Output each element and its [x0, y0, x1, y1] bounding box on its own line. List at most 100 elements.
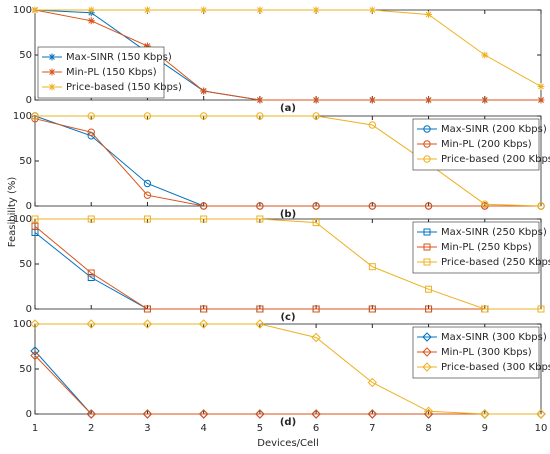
y-tick-label: 0	[26, 201, 32, 212]
marker	[143, 305, 151, 313]
panel-label: (a)	[280, 103, 296, 114]
marker	[198, 319, 209, 329]
marker	[312, 305, 320, 313]
x-tick-label: 1	[32, 423, 38, 434]
marker	[368, 305, 376, 313]
marker	[143, 42, 151, 50]
series-line	[34, 355, 541, 415]
y-tick-label: 100	[13, 111, 32, 122]
marker	[256, 305, 264, 313]
legend-marker	[423, 228, 431, 236]
marker	[31, 6, 39, 14]
marker	[312, 6, 320, 14]
x-tick-label: 4	[200, 423, 206, 434]
legend-label: Min-PL (150 Kbps)	[66, 67, 157, 78]
marker	[368, 202, 377, 210]
marker	[31, 215, 39, 223]
marker	[87, 6, 95, 14]
legend-label: Price-based (300 Kbps)	[441, 362, 550, 373]
marker	[200, 305, 208, 313]
marker	[142, 319, 153, 329]
legend-label: Min-PL (200 Kbps)	[441, 139, 532, 150]
marker	[367, 377, 378, 388]
series-line	[35, 115, 542, 207]
legend-marker	[422, 362, 432, 372]
x-tick-label: 9	[482, 423, 488, 434]
marker	[256, 96, 264, 104]
marker	[87, 274, 95, 281]
marker	[312, 112, 320, 120]
legend-label: Price-based (250 Kbps)	[441, 257, 550, 268]
marker	[368, 263, 376, 271]
x-tick-label: 2	[88, 423, 94, 434]
y-axis-label: Feasibility (%)	[7, 177, 18, 248]
panel-label: (b)	[280, 209, 296, 220]
marker	[425, 96, 433, 104]
y-tick-label: 50	[19, 156, 32, 167]
legend-marker	[422, 347, 432, 357]
panel-label: (d)	[280, 417, 296, 428]
marker	[31, 222, 39, 230]
marker	[30, 350, 40, 361]
marker	[256, 112, 264, 120]
marker	[255, 319, 265, 329]
marker	[200, 215, 208, 223]
marker	[199, 202, 208, 210]
x-tick-label: 5	[257, 423, 263, 434]
marker	[199, 112, 208, 120]
x-axis-label: Devices/Cell	[257, 438, 318, 449]
series-line	[35, 9, 542, 87]
legend-label: Price-based (150 Kbps)	[66, 82, 182, 93]
marker	[537, 305, 545, 313]
series-line	[34, 9, 541, 101]
marker	[425, 285, 433, 293]
marker	[368, 6, 376, 14]
marker	[481, 200, 489, 208]
legend-marker	[423, 243, 431, 251]
marker	[198, 409, 209, 419]
marker	[481, 305, 489, 313]
legend-label: Max-SINR (200 Kbps)	[441, 124, 547, 135]
marker	[425, 11, 433, 18]
legend-label: Max-SINR (150 Kbps)	[66, 52, 172, 63]
x-tick-label: 10	[535, 423, 548, 434]
marker	[536, 409, 546, 419]
y-tick-label: 100	[13, 319, 32, 330]
legend-marker	[48, 68, 56, 76]
marker	[87, 269, 95, 277]
marker	[87, 112, 95, 120]
y-tick-label: 0	[26, 409, 32, 420]
marker	[256, 215, 264, 223]
marker	[143, 215, 151, 223]
legend-marker	[48, 83, 56, 91]
marker	[312, 219, 320, 227]
marker	[256, 6, 264, 14]
marker	[143, 191, 152, 199]
legend-marker	[423, 125, 431, 133]
legend-marker	[48, 53, 56, 61]
x-tick-label: 3	[144, 423, 150, 434]
marker	[537, 202, 545, 210]
x-tick-label: 8	[425, 423, 431, 434]
marker	[143, 179, 152, 188]
marker	[87, 17, 95, 25]
legend-label: Min-PL (250 Kbps)	[441, 242, 532, 253]
marker	[87, 215, 95, 223]
marker	[480, 409, 490, 419]
y-tick-label: 100	[13, 214, 32, 225]
marker	[537, 96, 545, 104]
legend-marker	[423, 140, 431, 148]
y-tick-label: 100	[13, 5, 32, 16]
marker	[30, 319, 40, 329]
legend-marker	[423, 258, 431, 266]
marker	[86, 409, 96, 419]
x-tick-label: 7	[369, 423, 375, 434]
marker	[367, 409, 378, 419]
series-line	[35, 323, 541, 415]
marker	[312, 96, 320, 104]
y-tick-label: 0	[26, 95, 32, 106]
y-tick-label: 0	[26, 304, 32, 315]
marker	[200, 87, 208, 95]
marker	[87, 128, 95, 136]
marker	[311, 332, 321, 343]
